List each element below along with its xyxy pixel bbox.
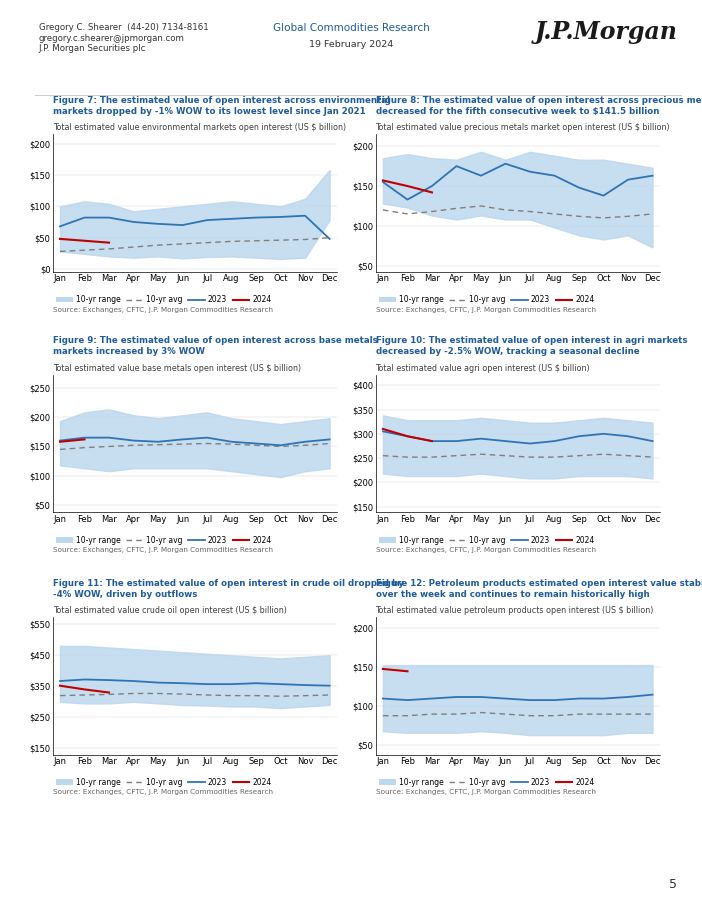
Text: Source: Exchanges, CFTC, J.P. Morgan Commodities Research: Source: Exchanges, CFTC, J.P. Morgan Com…: [53, 789, 272, 795]
Text: gregory.c.shearer@jpmorgan.com: gregory.c.shearer@jpmorgan.com: [39, 34, 185, 43]
Text: Figure 8: The estimated value of open interest across precious metals
decreased : Figure 8: The estimated value of open in…: [376, 96, 702, 116]
Text: Total estimated value crude oil open interest (US $ billion): Total estimated value crude oil open int…: [53, 606, 286, 615]
Text: Source: Exchanges, CFTC, J.P. Morgan Commodities Research: Source: Exchanges, CFTC, J.P. Morgan Com…: [376, 307, 595, 313]
Text: Gregory C. Shearer  (44-20) 7134-8161: Gregory C. Shearer (44-20) 7134-8161: [39, 23, 208, 32]
Legend: 10-yr range, 10-yr avg, 2023, 2024: 10-yr range, 10-yr avg, 2023, 2024: [379, 295, 595, 304]
Text: J.P. Morgan Securities plc: J.P. Morgan Securities plc: [39, 44, 146, 54]
Text: Total estimated value environmental markets open interest (US $ billion): Total estimated value environmental mark…: [53, 123, 346, 132]
Text: Figure 9: The estimated value of open interest across base metals
markets increa: Figure 9: The estimated value of open in…: [53, 336, 378, 356]
Legend: 10-yr range, 10-yr avg, 2023, 2024: 10-yr range, 10-yr avg, 2023, 2024: [56, 535, 272, 544]
Legend: 10-yr range, 10-yr avg, 2023, 2024: 10-yr range, 10-yr avg, 2023, 2024: [379, 535, 595, 544]
Text: Total estimated value petroleum products open interest (US $ billion): Total estimated value petroleum products…: [376, 606, 654, 615]
Legend: 10-yr range, 10-yr avg, 2023, 2024: 10-yr range, 10-yr avg, 2023, 2024: [56, 295, 272, 304]
Text: 19 February 2024: 19 February 2024: [309, 40, 393, 49]
Text: Total estimated value agri open interest (US $ billion): Total estimated value agri open interest…: [376, 364, 590, 373]
Text: Source: Exchanges, CFTC, J.P. Morgan Commodities Research: Source: Exchanges, CFTC, J.P. Morgan Com…: [53, 307, 272, 313]
Text: Figure 7: The estimated value of open interest across environmental
markets drop: Figure 7: The estimated value of open in…: [53, 96, 390, 116]
Text: 5: 5: [670, 878, 677, 891]
Text: Global Commodities Research: Global Commodities Research: [272, 23, 430, 33]
Text: J.P.Morgan: J.P.Morgan: [534, 20, 677, 44]
Text: Total estimated value base metals open interest (US $ billion): Total estimated value base metals open i…: [53, 364, 300, 373]
Text: Source: Exchanges, CFTC, J.P. Morgan Commodities Research: Source: Exchanges, CFTC, J.P. Morgan Com…: [53, 547, 272, 553]
Legend: 10-yr range, 10-yr avg, 2023, 2024: 10-yr range, 10-yr avg, 2023, 2024: [56, 777, 272, 786]
Text: Source: Exchanges, CFTC, J.P. Morgan Commodities Research: Source: Exchanges, CFTC, J.P. Morgan Com…: [376, 547, 595, 553]
Text: Figure 10: The estimated value of open interest in agri markets
decreased by -2.: Figure 10: The estimated value of open i…: [376, 336, 687, 356]
Text: Source: Exchanges, CFTC, J.P. Morgan Commodities Research: Source: Exchanges, CFTC, J.P. Morgan Com…: [376, 789, 595, 795]
Text: Total estimated value precious metals market open interest (US $ billion): Total estimated value precious metals ma…: [376, 123, 670, 132]
Text: Figure 12: Petroleum products estimated open interest value stabilised
over the : Figure 12: Petroleum products estimated …: [376, 579, 702, 599]
Text: Figure 11: The estimated value of open interest in crude oil dropped by
-4% WOW,: Figure 11: The estimated value of open i…: [53, 579, 404, 599]
Legend: 10-yr range, 10-yr avg, 2023, 2024: 10-yr range, 10-yr avg, 2023, 2024: [379, 777, 595, 786]
